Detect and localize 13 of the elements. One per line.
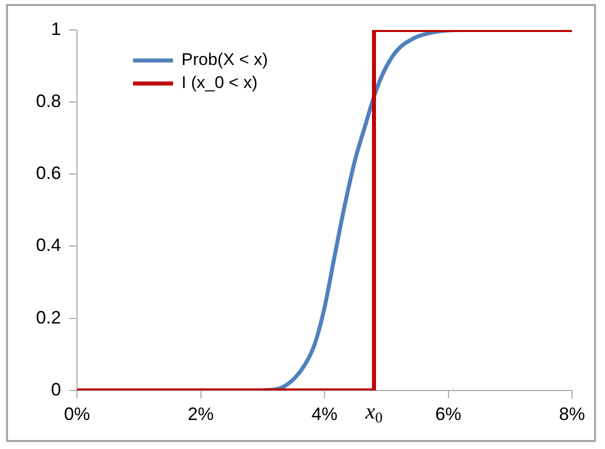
x-tick-label: 4%	[312, 404, 338, 424]
x-tick-label: 2%	[188, 404, 214, 424]
y-tick-label: 0.2	[36, 307, 62, 328]
y-tick-label: 1	[51, 18, 62, 39]
legend-label: Prob(X < x)	[182, 50, 268, 70]
legend-label: I (x_0 < x)	[182, 73, 258, 92]
y-tick-label: 0.4	[36, 235, 62, 256]
x-tick-label: 0%	[64, 404, 90, 424]
y-tick-label: 0	[51, 379, 62, 400]
x-tick-label: 8%	[558, 404, 586, 424]
x-tick-label: 6%	[435, 404, 462, 424]
y-tick-label: 0.8	[36, 91, 62, 112]
y-tick-label: 0.6	[36, 163, 62, 184]
